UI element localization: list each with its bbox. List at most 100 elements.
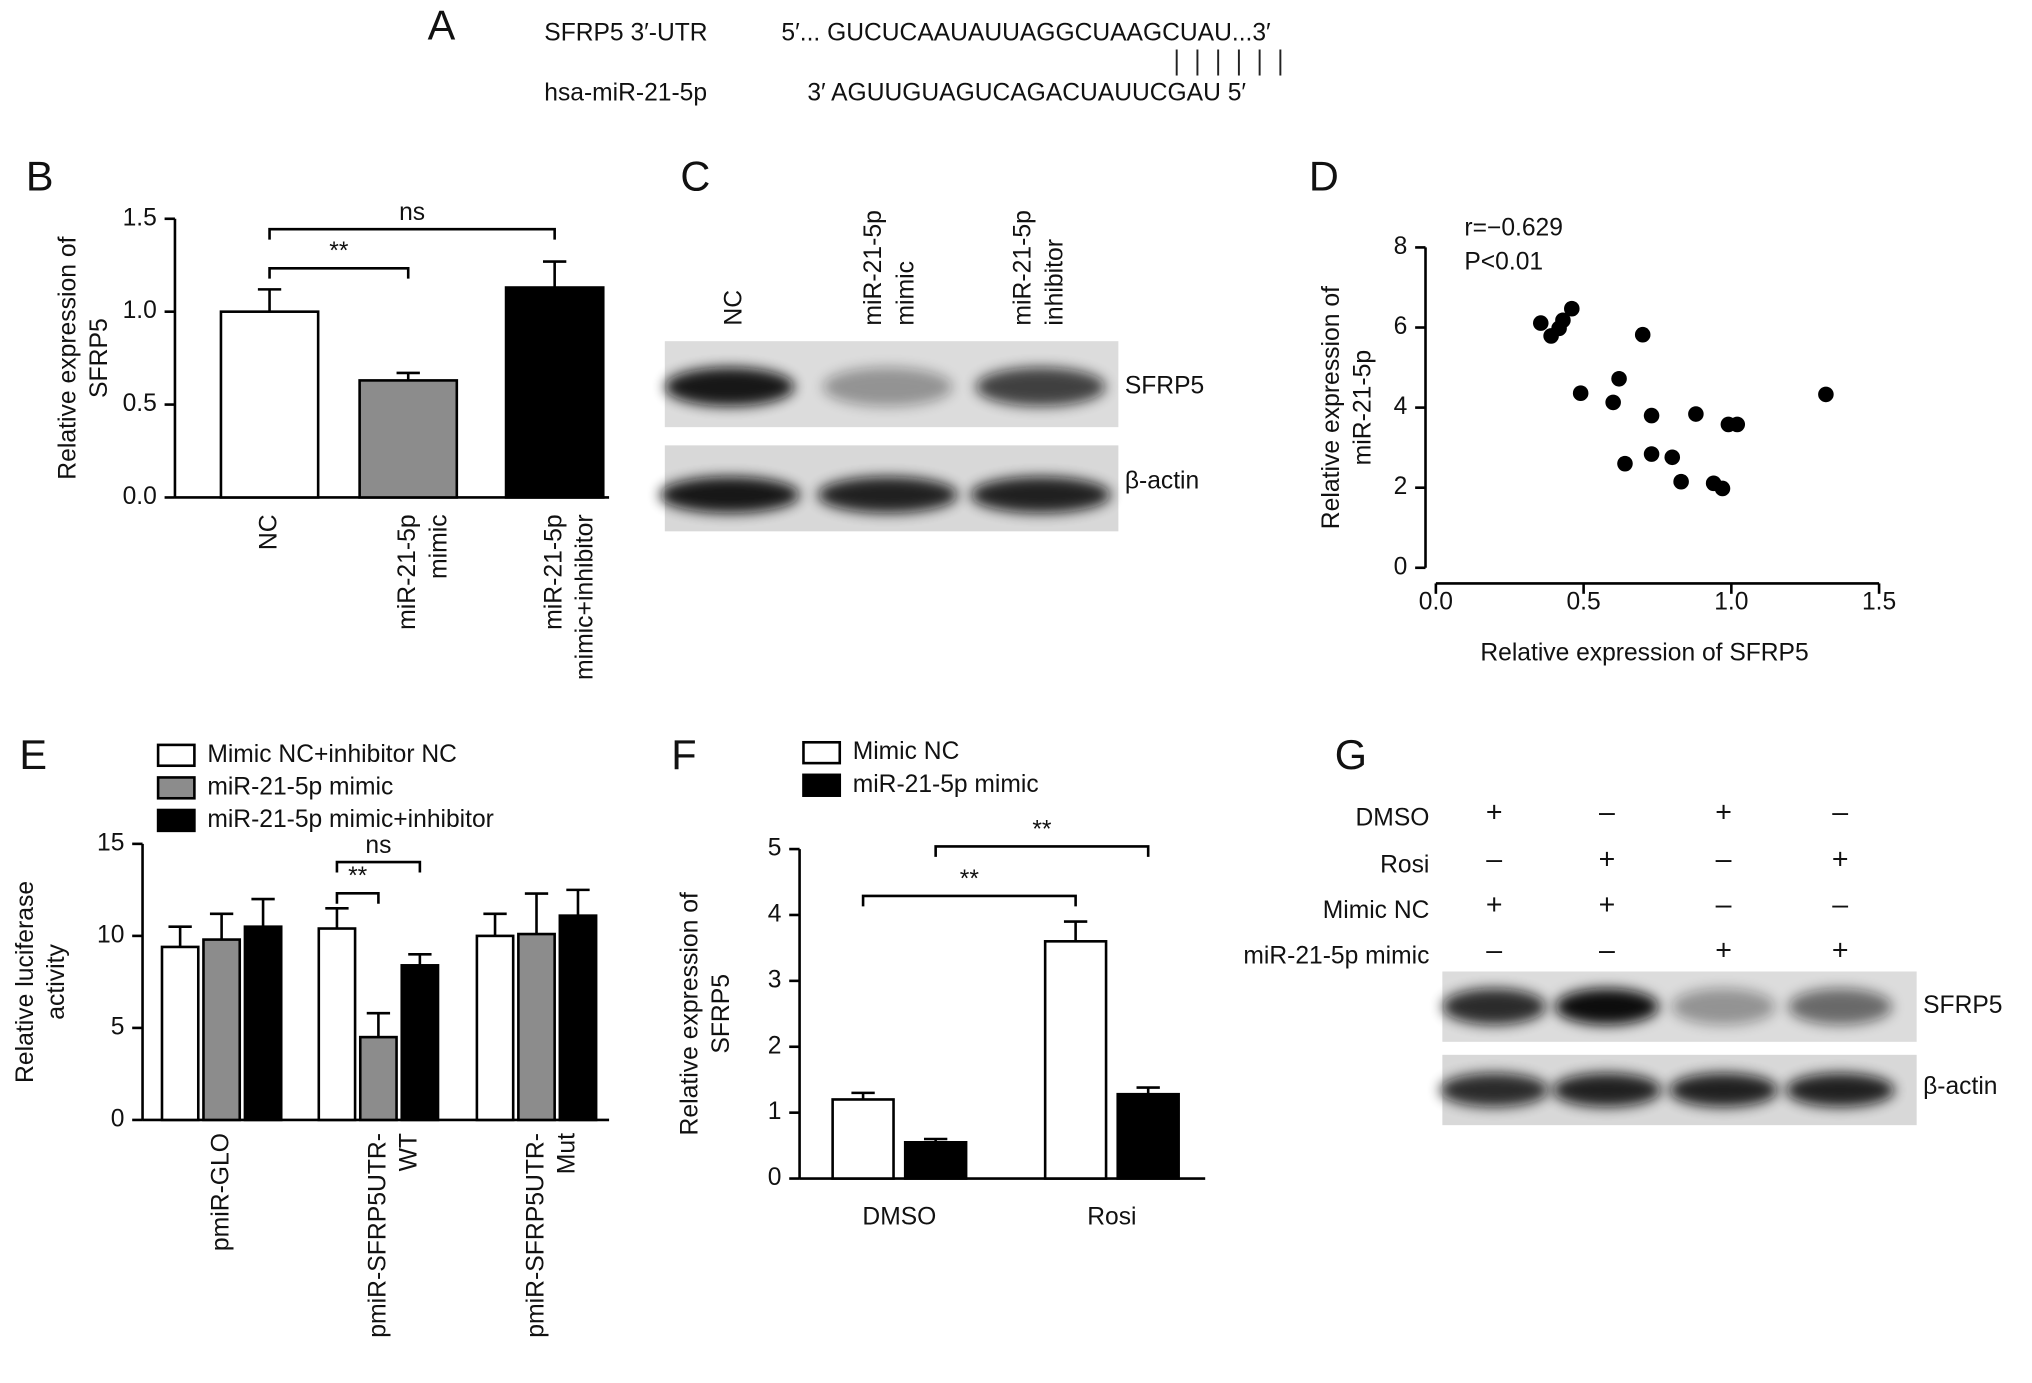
significance-bracket	[335, 860, 422, 873]
y-tick-label: 0.5	[123, 390, 157, 417]
significance-bracket	[335, 892, 380, 904]
bar	[558, 914, 598, 1122]
x-tick-label: Rosi	[1087, 1203, 1136, 1230]
band-label: β-actin	[1125, 467, 1199, 494]
legend-label: miR-21-5p mimic	[207, 773, 393, 800]
panel-label: F	[671, 731, 696, 778]
lane-label: miR-21-5p	[1009, 210, 1036, 325]
y-tick-label: 1	[768, 1098, 782, 1125]
blot-band	[1785, 1073, 1895, 1107]
condition-sign: +	[1599, 889, 1616, 921]
scatter-point	[1729, 416, 1746, 433]
legend-swatch	[156, 776, 196, 800]
y-axis-label: Relative expression of SFRP5	[54, 236, 112, 479]
condition-sign: +	[1832, 843, 1849, 875]
y-tick-label: 1.5	[123, 204, 157, 231]
x-tick-label: 0.0	[1419, 588, 1453, 615]
y-tick-label: 3	[768, 966, 782, 993]
error-bar	[251, 897, 275, 927]
scatter-point	[1818, 386, 1834, 403]
significance-label: **	[329, 238, 349, 265]
error-bar	[325, 906, 349, 929]
x-tick-label-line: pmiR-SFRP5UTR-	[522, 1133, 549, 1338]
sequence-label: SFRP5 3′-UTR	[544, 19, 707, 46]
bar	[504, 286, 605, 499]
error-bar	[566, 888, 590, 916]
bar	[358, 1035, 398, 1122]
y-tick-label: 0	[768, 1164, 782, 1191]
y-axis-label-line: SFRP5	[707, 974, 734, 1054]
x-tick-label: miR-21-5p mimic	[394, 514, 452, 629]
y-axis-label: Relative expression of SFRP5	[676, 892, 734, 1135]
bar	[903, 1141, 968, 1180]
panel-label: C	[680, 153, 710, 200]
blot-band	[1439, 1073, 1549, 1107]
blot-band	[1552, 1073, 1662, 1107]
y-axis-label: Relative luciferase activity	[11, 881, 69, 1083]
legend-swatch	[802, 773, 842, 797]
bar	[1043, 940, 1108, 1180]
lane-label: miR-21-5p	[860, 210, 887, 325]
stat-annotation: r=−0.629	[1464, 215, 1563, 242]
y-axis-label-line: activity	[43, 943, 70, 1019]
y-tick-label: 4	[1394, 393, 1408, 420]
panel-label: E	[19, 731, 47, 778]
blot-band	[1555, 988, 1659, 1025]
bar	[160, 945, 200, 1122]
legend-swatch	[156, 808, 196, 833]
bar	[1116, 1092, 1180, 1180]
scatter-point	[1688, 406, 1704, 422]
bar	[358, 379, 459, 499]
condition-sign: +	[1715, 796, 1732, 828]
blot-band	[1669, 1073, 1778, 1107]
scatter-point	[1673, 473, 1689, 490]
panel-label: A	[428, 2, 456, 49]
x-tick-label: DMSO	[862, 1203, 936, 1230]
panel-label: G	[1335, 731, 1367, 778]
y-tick-label: 5	[768, 835, 782, 862]
blot-band	[664, 367, 795, 407]
y-tick-label: 0	[1394, 553, 1408, 580]
condition-sign: –	[1486, 843, 1502, 875]
x-tick-label-line: pmiR-GLO	[207, 1133, 234, 1251]
x-tick-label: 0.5	[1566, 588, 1600, 615]
error-bar	[1063, 920, 1088, 942]
blot-band	[1671, 988, 1776, 1025]
x-tick-label-line: pmiR-SFRP5UTR-	[364, 1133, 391, 1338]
scatter-point	[1605, 394, 1621, 411]
x-tick-label-line: mimic+inhibitor	[571, 514, 598, 680]
y-tick-label: 0	[111, 1105, 125, 1132]
panel-label: D	[1309, 153, 1339, 200]
condition-label: DMSO	[1356, 805, 1430, 832]
x-tick-label: pmiR-SFRP5UTR- Mut	[522, 1133, 580, 1338]
y-tick-label: 15	[97, 829, 124, 856]
error-bar	[524, 892, 549, 935]
scatter-point	[1555, 312, 1571, 329]
scatter-point	[1572, 385, 1589, 402]
base-pairing	[1175, 49, 1282, 76]
x-tick-label-line: Rosi	[1087, 1203, 1136, 1230]
condition-sign: +	[1486, 889, 1503, 921]
y-tick-label: 2	[1394, 473, 1408, 500]
sequence-label: hsa-miR-21-5p	[544, 79, 707, 106]
blot-band	[975, 367, 1106, 407]
stat-annotation: P<0.01	[1464, 249, 1543, 276]
x-tick-label-line: miR-21-5p	[394, 514, 421, 629]
condition-sign: –	[1599, 934, 1615, 966]
blot-band	[817, 476, 958, 514]
x-tick-label: pmiR-GLO	[207, 1133, 234, 1251]
blot-band	[659, 476, 800, 514]
bar	[400, 964, 440, 1122]
condition-sign: –	[1599, 796, 1615, 828]
significance-label: ns	[399, 199, 425, 226]
legend-label: miR-21-5p mimic+inhibitor	[207, 806, 494, 833]
bar	[517, 932, 556, 1122]
condition-sign: –	[1486, 934, 1502, 966]
legend-swatch	[156, 743, 196, 768]
x-axis-label: Relative expression of SFRP5	[1480, 639, 1808, 666]
x-tick-label: miR-21-5p mimic+inhibitor	[540, 514, 598, 680]
y-tick-label: 5	[111, 1013, 125, 1040]
significance-bracket	[934, 845, 1150, 857]
y-tick-label: 0.0	[123, 483, 157, 510]
x-tick-label-line: miR-21-5p	[540, 514, 567, 629]
